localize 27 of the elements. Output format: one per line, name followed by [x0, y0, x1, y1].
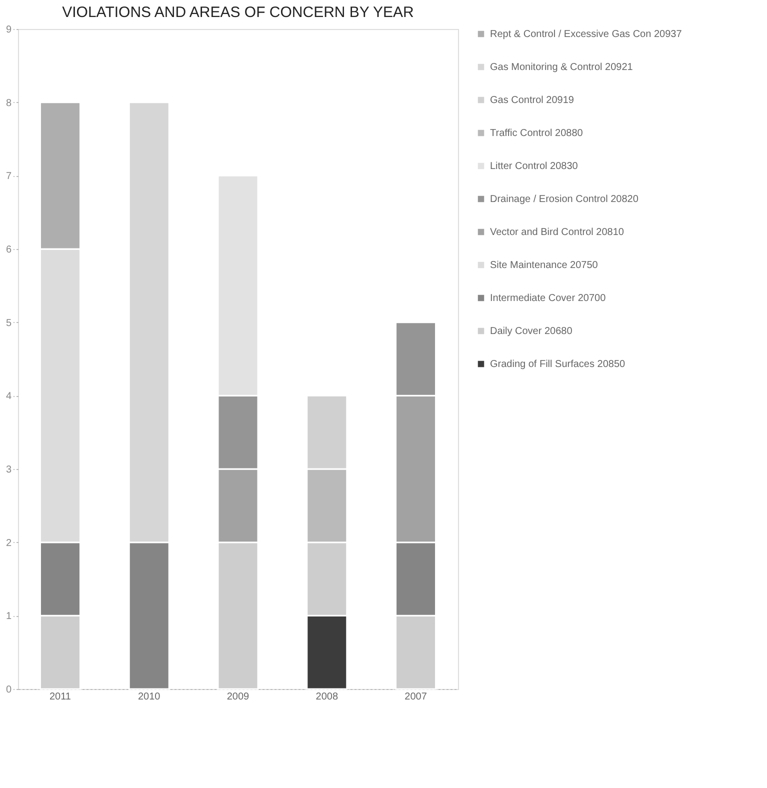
legend-label: Rept & Control / Excessive Gas Con 20937	[490, 29, 682, 40]
y-tick-label: 6	[6, 244, 12, 256]
legend-label: Drainage / Erosion Control 20820	[490, 194, 639, 205]
y-tick-label: 7	[6, 171, 12, 182]
legend-label: Litter Control 20830	[490, 161, 578, 172]
x-tick-label: 2007	[404, 692, 428, 702]
legend-label: Grading of Fill Surfaces 20850	[490, 359, 626, 370]
legend-label: Gas Control 20919	[490, 95, 574, 106]
legend-label: Vector and Bird Control 20810	[490, 227, 624, 238]
y-tick-label: 9	[6, 24, 12, 36]
legend-label: Traffic Control 20880	[490, 128, 584, 139]
x-tick-label: 2008	[316, 692, 338, 702]
y-tick-label: 5	[6, 318, 12, 329]
y-tick-label: 4	[6, 391, 12, 402]
y-tick-label: 0	[6, 684, 12, 696]
x-tick-label: 2011	[49, 692, 72, 702]
legend-label: Daily Cover 20680	[490, 326, 573, 337]
chart-title: VIOLATIONS AND AREAS OF CONCERN BY YEAR	[62, 4, 414, 21]
y-tick-label: 3	[6, 464, 12, 476]
x-tick-label: 2009	[226, 692, 250, 702]
legend-label: Site Maintenance 20750	[490, 260, 598, 271]
x-tick-label: 2010	[138, 692, 161, 702]
y-tick-label: 2	[6, 538, 12, 549]
y-tick-label: 1	[6, 611, 12, 622]
y-tick-label: 8	[6, 98, 12, 109]
legend-label: Gas Monitoring & Control 20921	[490, 62, 634, 73]
legend-label: Intermediate Cover 20700	[490, 293, 606, 304]
